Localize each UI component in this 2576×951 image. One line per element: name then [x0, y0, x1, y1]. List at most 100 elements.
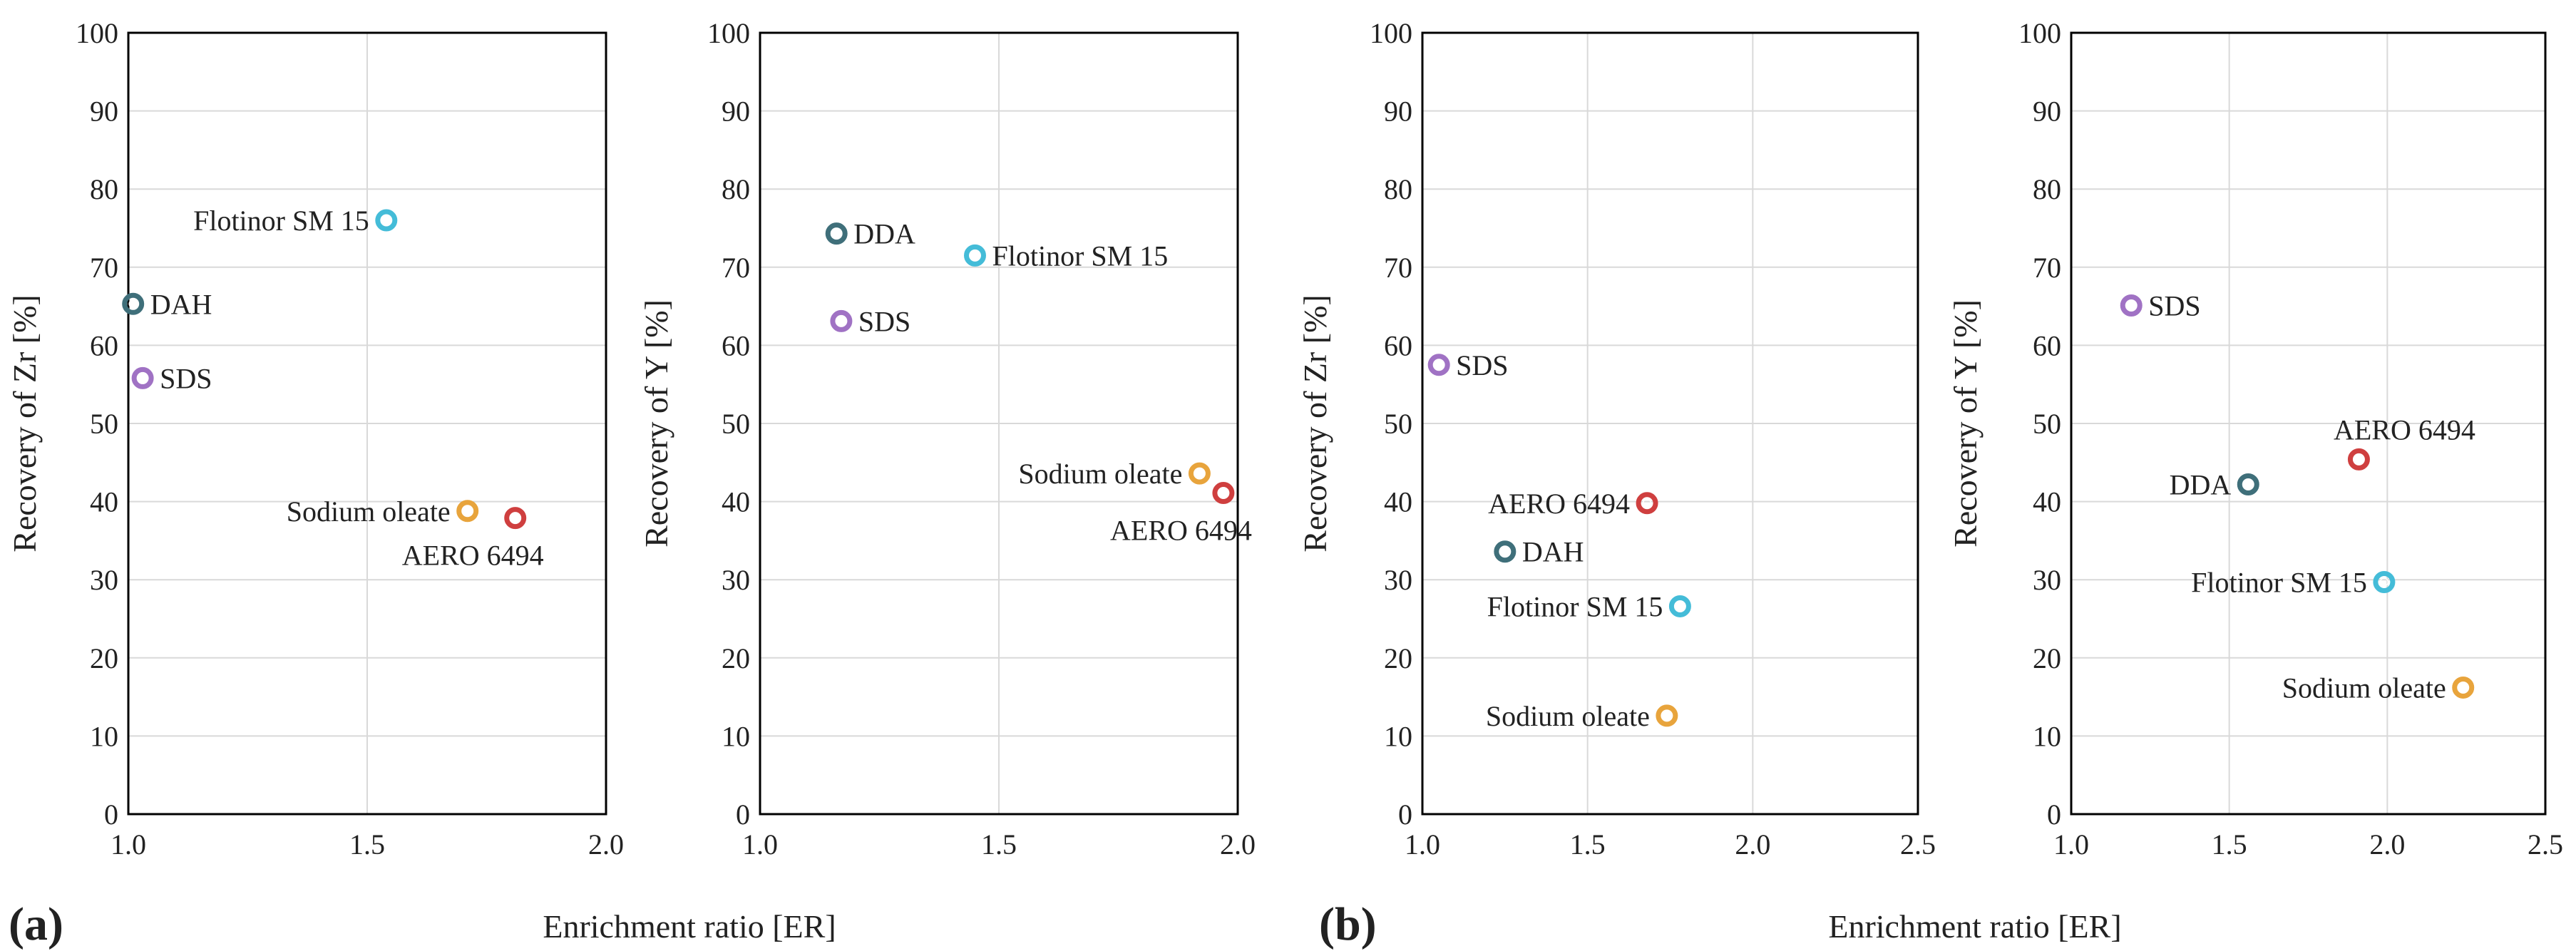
point-label: AERO 6494 [402, 540, 544, 572]
data-point [122, 292, 145, 315]
data-point-inner [2244, 480, 2253, 489]
y-tick-label: 10 [1384, 720, 1412, 752]
y-tick-label: 100 [1370, 17, 1412, 49]
y-tick-label: 50 [1384, 408, 1412, 440]
x-tick-label: 2.5 [2528, 828, 2563, 860]
x-tick-label: 1.5 [349, 828, 385, 860]
y-tick-label: 70 [90, 252, 118, 284]
data-point-inner [510, 513, 520, 523]
y-tick-label: 30 [90, 564, 118, 596]
y-axis-title: Recovery of Y [%] [1947, 299, 1984, 548]
data-point [131, 366, 154, 389]
y-tick-label: 20 [1384, 642, 1412, 674]
x-tick-label: 1.0 [2053, 828, 2089, 860]
data-point-inner [970, 251, 980, 260]
data-point-inner [2458, 683, 2468, 692]
y-tick-label: 20 [90, 642, 118, 674]
y-tick-label: 10 [722, 720, 750, 752]
data-point [1188, 462, 1211, 485]
data-point [2120, 294, 2143, 317]
point-label: AERO 6494 [2334, 413, 2475, 446]
point-label: DAH [1522, 536, 1584, 568]
data-point-inner [831, 229, 841, 238]
data-point [504, 507, 527, 530]
data-point [825, 222, 848, 245]
y-tick-label: 40 [2033, 486, 2061, 518]
data-point-inner [1642, 498, 1652, 508]
y-tick-label: 50 [90, 408, 118, 440]
point-label: SDS [160, 362, 212, 394]
y-tick-label: 90 [90, 96, 118, 128]
y-tick-label: 80 [2033, 173, 2061, 205]
x-tick-label: 1.0 [111, 828, 146, 860]
point-label: AERO 6494 [1110, 515, 1252, 547]
point-label: SDS [2148, 290, 2200, 322]
data-point [2452, 676, 2475, 699]
point-label: AERO 6494 [1488, 488, 1630, 520]
data-point [1427, 354, 1450, 376]
y-tick-label: 0 [104, 798, 118, 831]
plot-frame [1421, 31, 1919, 816]
y-tick-label: 80 [722, 173, 750, 205]
point-label: Flotinor SM 15 [193, 205, 369, 237]
data-point [964, 244, 986, 267]
x-tick-label: 1.5 [2212, 828, 2247, 860]
plot-frame [759, 31, 1239, 816]
data-point-inner [463, 506, 472, 516]
data-point-inner [1500, 547, 1510, 556]
y-tick-label: 10 [90, 720, 118, 752]
x-tick-label: 2.0 [1735, 828, 1770, 860]
y-axis-title: Recovery of Y [%] [638, 299, 674, 548]
y-tick-label: 50 [2033, 408, 2061, 440]
point-label: Sodium oleate [287, 495, 451, 528]
y-tick-label: 70 [722, 252, 750, 284]
y-axis-title: Recovery of Zr [%] [1297, 294, 1333, 552]
point-label: Flotinor SM 15 [992, 240, 1169, 272]
data-point [1636, 492, 1658, 515]
point-label: Sodium oleate [2282, 672, 2446, 704]
x-tick-label: 1.0 [742, 828, 778, 860]
x-tick-label: 2.0 [2369, 828, 2405, 860]
y-axis-title: Recovery of Zr [%] [6, 294, 43, 552]
data-point-inner [138, 374, 148, 383]
data-point [2237, 473, 2259, 495]
x-tick-label: 1.5 [1570, 828, 1606, 860]
data-point-inner [1218, 488, 1228, 498]
y-tick-label: 40 [1384, 486, 1412, 518]
x-tick-label: 2.0 [1220, 828, 1256, 860]
data-point [2347, 448, 2370, 471]
data-point [830, 309, 853, 332]
y-tick-label: 80 [1384, 173, 1412, 205]
x-tick-label: 1.0 [1405, 828, 1440, 860]
y-tick-label: 30 [722, 564, 750, 596]
x-tick-label: 1.5 [981, 828, 1017, 860]
y-tick-label: 100 [76, 17, 118, 49]
point-label: DDA [2170, 468, 2232, 500]
x-tick-label: 2.5 [1900, 828, 1936, 860]
y-tick-label: 100 [707, 17, 750, 49]
y-tick-label: 40 [722, 486, 750, 518]
chart-a1: 0 10 20 30 40 50 60 70 80 90 100 1.0 1.5 2.0 Recovery … [6, 17, 624, 860]
data-point-inner [1676, 602, 1685, 611]
plot-frame [127, 31, 607, 816]
xlabel-b: Enrichment ratio [ER] [1828, 908, 2121, 945]
data-point [1212, 482, 1235, 505]
y-tick-label: 0 [736, 798, 750, 831]
y-tick-label: 60 [2033, 329, 2061, 361]
point-label: Sodium oleate [1486, 700, 1650, 732]
y-tick-label: 20 [2033, 642, 2061, 674]
y-tick-label: 0 [1398, 798, 1412, 831]
data-point [375, 209, 398, 232]
y-tick-label: 20 [722, 642, 750, 674]
data-point [456, 500, 479, 523]
y-tick-label: 60 [722, 329, 750, 361]
point-label: Flotinor SM 15 [1487, 590, 1663, 622]
point-label: SDS [1456, 349, 1508, 381]
data-point-inner [1662, 711, 1672, 721]
chart-a2: 0 10 20 30 40 50 60 70 80 90 100 1.0 1.5 2.0 Recovery … [638, 17, 1256, 860]
data-point-inner [836, 317, 846, 326]
y-tick-label: 70 [1384, 252, 1412, 284]
x-tick-label: 2.0 [588, 828, 624, 860]
